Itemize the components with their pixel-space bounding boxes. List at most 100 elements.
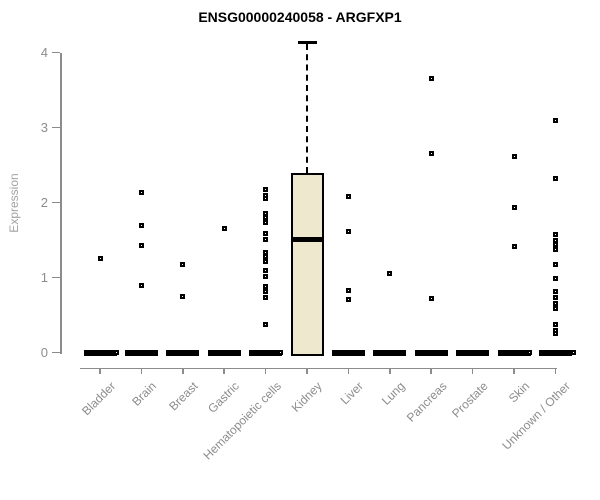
outlier-point[interactable]	[552, 118, 558, 124]
y-axis-line	[60, 52, 62, 354]
outlier-point[interactable]	[263, 219, 269, 225]
boxplot-zero-bar[interactable]	[456, 349, 490, 356]
outlier-point[interactable]	[263, 215, 269, 220]
outlier-point[interactable]	[345, 194, 351, 199]
boxplot-box[interactable]	[290, 172, 324, 356]
outlier-point[interactable]	[138, 282, 144, 288]
outlier-point[interactable]	[552, 330, 558, 336]
outlier-point[interactable]	[428, 76, 434, 82]
x-category-label: Gastric	[205, 379, 243, 416]
y-tick-label: 0	[40, 344, 48, 360]
outlier-point[interactable]	[552, 247, 558, 253]
x-axis-tick	[182, 367, 184, 374]
outlier-point[interactable]	[263, 321, 269, 327]
outlier-point[interactable]	[221, 226, 227, 232]
outlier-point[interactable]	[263, 249, 269, 255]
outlier-point[interactable]	[345, 229, 351, 235]
outlier-point[interactable]	[263, 258, 269, 264]
x-category-label: Breast	[166, 379, 201, 414]
boxplot-zero-bar[interactable]	[331, 349, 365, 356]
outlier-point[interactable]	[263, 195, 269, 201]
outlier-point[interactable]	[428, 296, 434, 301]
x-category-label: Kidney	[289, 379, 325, 415]
outlier-point[interactable]	[138, 242, 144, 248]
y-axis-tick	[52, 351, 60, 354]
outlier-point-zero[interactable]	[526, 350, 532, 355]
boxplot-median-line	[292, 236, 322, 242]
boxplot-zero-bar[interactable]	[497, 349, 531, 356]
outlier-point[interactable]	[511, 205, 517, 211]
boxplot-zero-bar[interactable]	[207, 349, 241, 356]
outlier-point-zero[interactable]	[278, 350, 284, 355]
outlier-point[interactable]	[263, 210, 269, 216]
x-axis-tick	[99, 367, 101, 374]
outlier-point[interactable]	[552, 295, 558, 301]
x-axis-tick	[264, 367, 267, 374]
outlier-point[interactable]	[180, 262, 186, 268]
outlier-point[interactable]	[263, 186, 269, 192]
outlier-point[interactable]	[263, 267, 269, 273]
outlier-point[interactable]	[511, 244, 517, 250]
outlier-point[interactable]	[552, 242, 558, 247]
outlier-point[interactable]	[263, 273, 269, 279]
outlier-point[interactable]	[345, 296, 351, 302]
outlier-point[interactable]	[552, 176, 558, 181]
outlier-point[interactable]	[552, 231, 558, 237]
outlier-point[interactable]	[263, 230, 269, 236]
outlier-point[interactable]	[180, 293, 186, 299]
y-tick-label: 3	[40, 119, 48, 135]
outlier-point[interactable]	[138, 190, 144, 196]
outlier-point[interactable]	[263, 289, 269, 295]
x-category-label: Brain	[129, 379, 160, 409]
boxplot-zero-bar[interactable]	[414, 349, 448, 356]
outlier-point[interactable]	[552, 305, 558, 311]
boxplot-zero-bar[interactable]	[83, 349, 117, 356]
outlier-point[interactable]	[263, 236, 269, 242]
outlier-point[interactable]	[552, 262, 558, 268]
outlier-point-zero[interactable]	[113, 350, 119, 355]
x-category-label: Lung	[378, 379, 408, 408]
outlier-point[interactable]	[263, 284, 269, 289]
outlier-point[interactable]	[552, 288, 558, 294]
boxplot-zero-bar[interactable]	[373, 349, 407, 356]
outlier-point[interactable]	[552, 300, 558, 306]
x-axis-tick	[223, 367, 225, 374]
boxplot-whisker	[306, 44, 308, 173]
boxplot-zero-bar[interactable]	[124, 349, 158, 356]
x-axis-tick	[306, 367, 308, 374]
x-category-label: Pancreas	[403, 379, 450, 425]
x-axis-tick	[140, 367, 143, 374]
outlier-point[interactable]	[511, 153, 517, 159]
outlier-point[interactable]	[552, 237, 558, 243]
x-axis-tick	[513, 367, 515, 374]
x-axis-tick	[347, 367, 350, 374]
outlier-point[interactable]	[97, 256, 103, 262]
x-category-label: Skin	[505, 379, 532, 406]
outlier-point[interactable]	[387, 270, 393, 276]
x-category-label: Prostate	[448, 379, 491, 421]
x-axis-tick	[430, 367, 432, 374]
x-category-label: Liver	[338, 379, 367, 408]
boxplot-zero-bar[interactable]	[249, 349, 283, 356]
y-axis-tick	[52, 201, 60, 204]
x-axis-tick	[554, 367, 557, 374]
outlier-point[interactable]	[263, 295, 269, 301]
y-tick-label: 2	[40, 194, 48, 210]
boxplot-zero-bar[interactable]	[538, 349, 572, 356]
outlier-point-zero[interactable]	[570, 350, 576, 355]
y-axis-tick	[52, 51, 60, 54]
outlier-point[interactable]	[138, 222, 144, 228]
x-category-label: Hematopoietic cells	[200, 379, 284, 463]
boxplot-zero-bar[interactable]	[166, 349, 200, 356]
outlier-point[interactable]	[345, 287, 351, 293]
outlier-point[interactable]	[552, 275, 558, 281]
x-axis-tick	[471, 367, 474, 374]
x-axis-line	[80, 367, 557, 369]
chart-title: ENSG00000240058 - ARGFXP1	[198, 9, 402, 25]
outlier-point[interactable]	[263, 254, 269, 259]
outlier-point[interactable]	[552, 322, 558, 328]
outlier-point[interactable]	[428, 150, 434, 156]
y-axis-label: Expression	[7, 173, 21, 233]
y-axis-tick	[52, 276, 60, 279]
